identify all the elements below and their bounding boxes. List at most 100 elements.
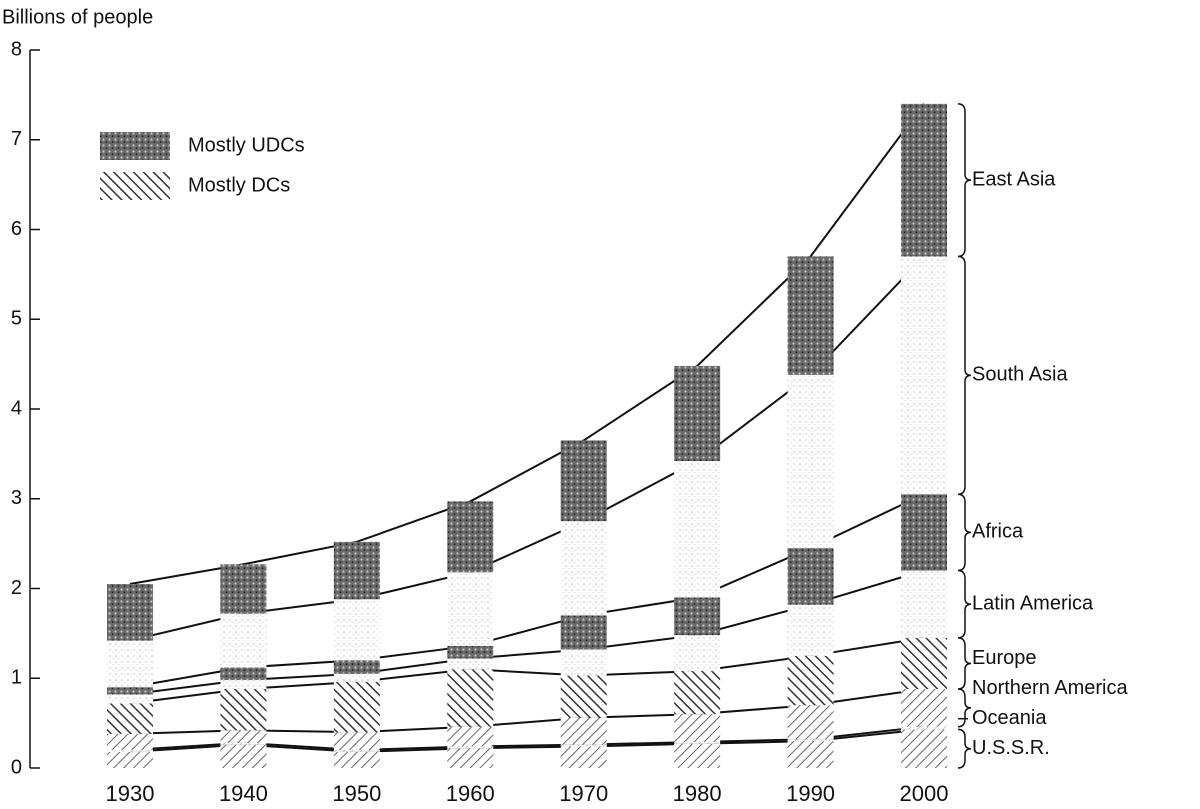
x-tick-label: 1970 — [559, 781, 608, 806]
bar-segment — [107, 694, 153, 704]
bar-segment — [447, 669, 494, 727]
bar-segment — [333, 599, 380, 661]
bar-segment — [107, 703, 153, 734]
bar-segment — [560, 744, 607, 747]
bar-segment — [560, 440, 607, 522]
x-tick-label: 1950 — [332, 781, 381, 806]
bar-segment — [787, 705, 834, 740]
bar-segment — [674, 597, 721, 636]
x-tick-label: 1930 — [106, 781, 155, 806]
bar-segment — [220, 680, 267, 690]
y-tick-label: 4 — [11, 397, 22, 419]
bar-segment — [333, 750, 380, 752]
bar-segment — [333, 732, 380, 751]
brace — [957, 569, 972, 639]
y-tick-label: 1 — [11, 667, 22, 689]
bar-segment — [107, 751, 153, 768]
bar-segment — [107, 640, 153, 688]
bar-segment — [107, 733, 153, 751]
bar-segment — [901, 494, 947, 571]
legend-swatch — [100, 132, 170, 160]
bar-segment — [560, 746, 607, 768]
bar-segment — [901, 729, 947, 768]
bar-segment — [787, 739, 834, 742]
bar-segment — [787, 655, 834, 706]
legend-swatch — [100, 172, 170, 200]
bar-segment — [560, 649, 607, 676]
bar-segment — [447, 658, 494, 670]
y-tick-label: 7 — [11, 128, 22, 150]
bar-segment — [447, 645, 494, 659]
y-tick-label: 3 — [11, 487, 22, 509]
x-tick-label: 1960 — [446, 781, 495, 806]
bar-segment — [901, 726, 947, 730]
bar-segment — [787, 604, 834, 656]
bar-segment — [220, 689, 267, 731]
bar-segment — [787, 741, 834, 768]
bar-segment — [674, 743, 721, 768]
brace — [957, 688, 972, 728]
bar-segment — [107, 584, 153, 641]
brace — [957, 728, 972, 769]
bar-segment — [447, 748, 494, 768]
bar-segment — [447, 501, 494, 573]
bar-segment — [787, 374, 834, 549]
bar-segment — [560, 717, 607, 745]
x-tick-label: 1980 — [673, 781, 722, 806]
bar-segment — [220, 742, 267, 745]
series-label: East Asia — [972, 168, 1056, 190]
y-tick-label: 8 — [11, 38, 22, 60]
bar-segment — [674, 671, 721, 715]
x-tick-label: 1940 — [219, 781, 268, 806]
legend-label: Mostly DCs — [188, 174, 290, 196]
series-label: Northern America — [972, 677, 1128, 699]
series-label: U.S.S.R. — [972, 737, 1050, 759]
bar-segment — [560, 675, 607, 718]
bar-segment — [220, 730, 267, 743]
bar-segment — [220, 564, 267, 614]
legend-label: Mostly UDCs — [188, 134, 305, 156]
bar-segment — [333, 660, 380, 674]
bar-segment — [220, 744, 267, 768]
bar-segment — [787, 548, 834, 605]
y-tick-label: 6 — [11, 218, 22, 240]
brace — [957, 255, 972, 496]
bar-segment — [674, 714, 721, 742]
bar-segment — [560, 615, 607, 650]
x-tick-label: 2000 — [900, 781, 949, 806]
brace — [957, 103, 972, 258]
y-tick-label: 5 — [11, 308, 22, 330]
bar-segment — [333, 673, 380, 682]
bar-segment — [333, 541, 380, 600]
series-label: South Asia — [972, 364, 1069, 386]
series-label: Africa — [972, 521, 1024, 543]
y-axis-label: Billions of people — [2, 6, 153, 28]
x-tick-label: 1990 — [786, 781, 835, 806]
bar-segment — [560, 521, 607, 616]
bar-segment — [674, 461, 721, 598]
bar-segment — [333, 681, 380, 733]
brace — [957, 493, 972, 572]
bar-segment — [107, 750, 153, 752]
bar-segment — [901, 689, 947, 727]
bar-segment — [107, 687, 153, 695]
bar-segment — [447, 726, 494, 747]
bar-segment — [447, 572, 494, 646]
bar-segment — [674, 365, 721, 462]
bar-segment — [901, 637, 947, 690]
y-tick-label: 2 — [11, 577, 22, 599]
brace — [957, 637, 972, 690]
bar-segment — [220, 667, 267, 681]
series-label: Oceania — [972, 707, 1047, 729]
bar-segment — [674, 741, 721, 744]
bar-segment — [333, 751, 380, 768]
bar-segment — [901, 103, 947, 257]
bar-segment — [674, 635, 721, 672]
series-label: Europe — [972, 647, 1037, 669]
bar-segment — [787, 256, 834, 375]
bar-segment — [447, 746, 494, 749]
bar-segment — [901, 256, 947, 495]
bar-segment — [220, 613, 267, 668]
y-tick-label: 0 — [11, 756, 22, 778]
